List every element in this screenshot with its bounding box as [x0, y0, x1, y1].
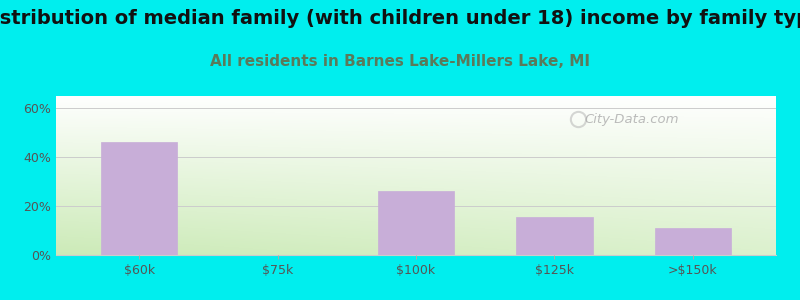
- Text: Distribution of median family (with children under 18) income by family type: Distribution of median family (with chil…: [0, 9, 800, 28]
- Bar: [378, 191, 454, 255]
- Text: City-Data.com: City-Data.com: [585, 113, 679, 126]
- Bar: [516, 217, 593, 255]
- Bar: [101, 142, 177, 255]
- Text: All residents in Barnes Lake-Millers Lake, MI: All residents in Barnes Lake-Millers Lak…: [210, 54, 590, 69]
- Bar: [655, 228, 731, 255]
